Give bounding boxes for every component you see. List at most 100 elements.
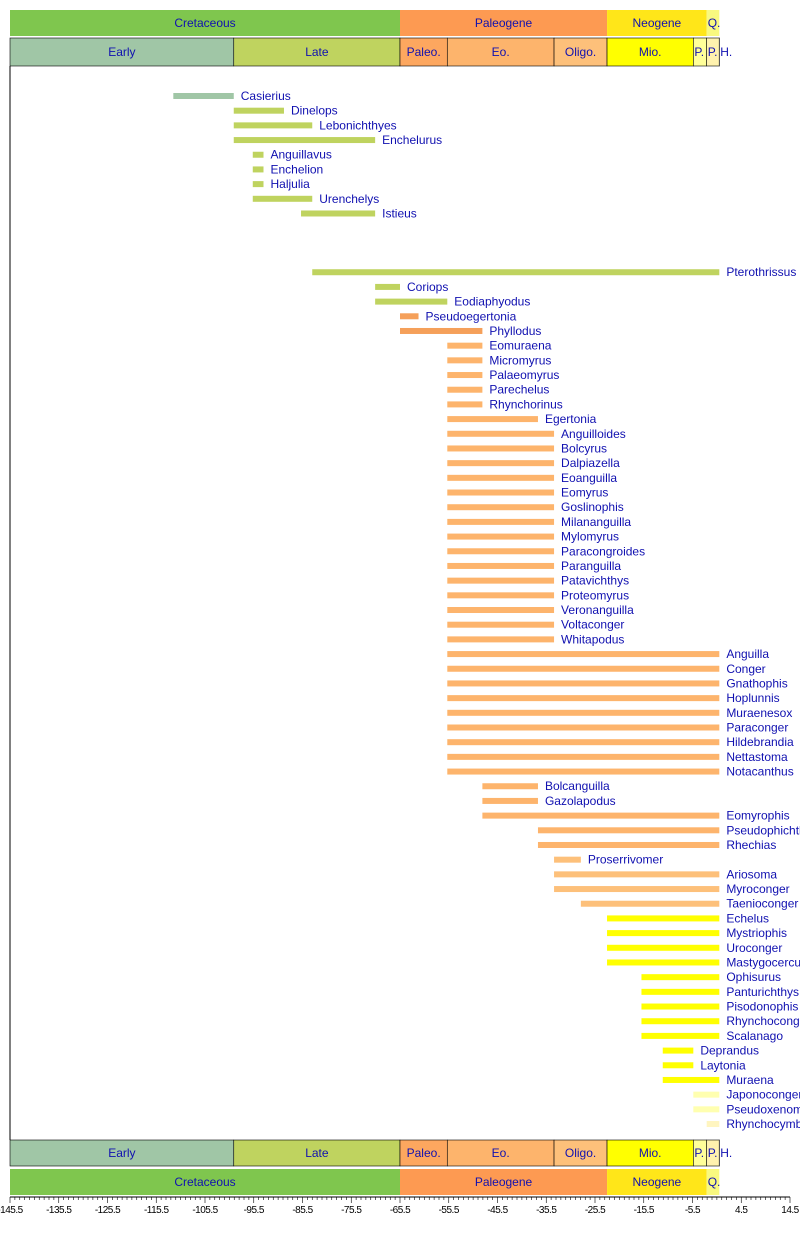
period-label: Neogene	[633, 16, 682, 30]
range-bar	[253, 166, 264, 172]
taxon-label: Hoplunnis	[726, 691, 779, 705]
epoch-label: P.	[694, 1146, 704, 1160]
range-bar	[447, 739, 719, 745]
epoch-label: Paleo.	[407, 1146, 441, 1160]
taxon-label: Paracongroides	[561, 544, 645, 558]
taxon-label: Pisodonophis	[726, 1000, 798, 1014]
taxon-label: Enchelurus	[382, 133, 442, 147]
range-bar	[447, 357, 482, 363]
period-label: Neogene	[633, 1175, 682, 1189]
range-bar	[253, 196, 312, 202]
x-tick-label: 14.5	[781, 1205, 799, 1216]
taxon-label: Muraenesox	[726, 706, 792, 720]
range-bar	[607, 930, 719, 936]
epoch-label: Late	[305, 45, 329, 59]
taxon-label: Anguilloides	[561, 427, 626, 441]
x-tick-label: -95.5	[244, 1205, 265, 1216]
range-bar	[447, 490, 554, 496]
taxon-label: Coriops	[407, 280, 448, 294]
taxon-label: Pseudoxenomystax	[726, 1102, 800, 1116]
range-bar	[447, 519, 554, 525]
range-bar	[447, 475, 554, 481]
taxon-label: Notacanthus	[726, 765, 793, 779]
range-bar	[447, 607, 554, 613]
range-bar	[447, 710, 719, 716]
taxon-label: Eodiaphyodus	[454, 295, 530, 309]
taxon-label: Rhynchorinus	[489, 397, 562, 411]
taxon-label: Phyllodus	[489, 324, 541, 338]
x-tick-label: -25.5	[585, 1205, 606, 1216]
range-bar	[447, 578, 554, 584]
range-bar	[447, 343, 482, 349]
range-bar	[253, 181, 264, 187]
epoch-label: Late	[305, 1146, 329, 1160]
range-bar	[447, 372, 482, 378]
taxon-label: Mylomyrus	[561, 530, 619, 544]
taxon-label: Panturichthys	[726, 985, 799, 999]
taxon-label: Ophisurus	[726, 970, 781, 984]
taxon-label: Rhynchoconger	[726, 1014, 800, 1028]
range-bar	[581, 901, 719, 907]
range-bar	[482, 798, 538, 804]
range-bar	[554, 886, 719, 892]
x-tick-label: 4.5	[735, 1205, 748, 1216]
range-bar	[447, 534, 554, 540]
taxon-label: Dalpiazella	[561, 456, 620, 470]
x-tick-label: -105.5	[192, 1205, 218, 1216]
epoch-label: Early	[108, 45, 135, 59]
taxon-label: Rhynchocymba	[726, 1117, 800, 1131]
range-bar	[447, 401, 482, 407]
taxon-label: Micromyrus	[489, 353, 551, 367]
range-bar	[447, 445, 554, 451]
taxon-label: Eomyrophis	[726, 809, 789, 823]
range-bar	[482, 783, 538, 789]
range-bar	[607, 945, 719, 951]
taxon-label: Myroconger	[726, 882, 789, 896]
taxon-label: Muraena	[726, 1073, 774, 1087]
range-bar	[607, 915, 719, 921]
epoch-label: P.	[708, 1146, 718, 1160]
taxon-label: Conger	[726, 662, 765, 676]
range-bar	[447, 695, 719, 701]
range-bar	[173, 93, 233, 99]
range-bar	[447, 548, 554, 554]
taxon-label: Egertonia	[545, 412, 597, 426]
range-bar	[554, 871, 719, 877]
taxon-label: Mastygocercus	[726, 955, 800, 969]
taxon-label: Laytonia	[700, 1058, 746, 1072]
range-bar	[312, 269, 719, 275]
x-tick-label: -145.5	[0, 1205, 24, 1216]
range-bar	[447, 504, 554, 510]
taxon-label: Whitapodus	[561, 632, 624, 646]
taxon-label: Gazolapodus	[545, 794, 616, 808]
range-bar	[447, 651, 719, 657]
range-bar	[234, 108, 284, 114]
range-bar	[400, 313, 419, 319]
range-bar	[641, 1033, 719, 1039]
epoch-label: H.	[720, 45, 732, 59]
taxon-label: Bolcanguilla	[545, 779, 610, 793]
x-tick-label: -85.5	[292, 1205, 313, 1216]
x-tick-label: -135.5	[46, 1205, 72, 1216]
range-bar	[693, 1106, 719, 1112]
taxon-label: Pterothrissus	[726, 265, 796, 279]
taxon-label: Mystriophis	[726, 926, 787, 940]
taxon-label: Paranguilla	[561, 559, 621, 573]
taxon-label: Rhechias	[726, 838, 776, 852]
taxon-label: Eoanguilla	[561, 471, 617, 485]
range-bar	[607, 959, 719, 965]
range-bar	[447, 666, 719, 672]
taxon-label: Ariosoma	[726, 867, 777, 881]
epoch-label: Oligo.	[565, 45, 596, 59]
range-bar	[447, 387, 482, 393]
taxon-label: Pseudophichthys	[726, 823, 800, 837]
range-bar	[447, 724, 719, 730]
range-bar	[538, 827, 719, 833]
range-bar	[447, 680, 719, 686]
epoch-label: Mio.	[639, 1146, 662, 1160]
range-bar	[447, 416, 538, 422]
taxon-label: Paraconger	[726, 720, 788, 734]
period-label: Cretaceous	[174, 16, 235, 30]
epoch-label: Eo.	[492, 45, 510, 59]
x-tick-label: -15.5	[634, 1205, 655, 1216]
